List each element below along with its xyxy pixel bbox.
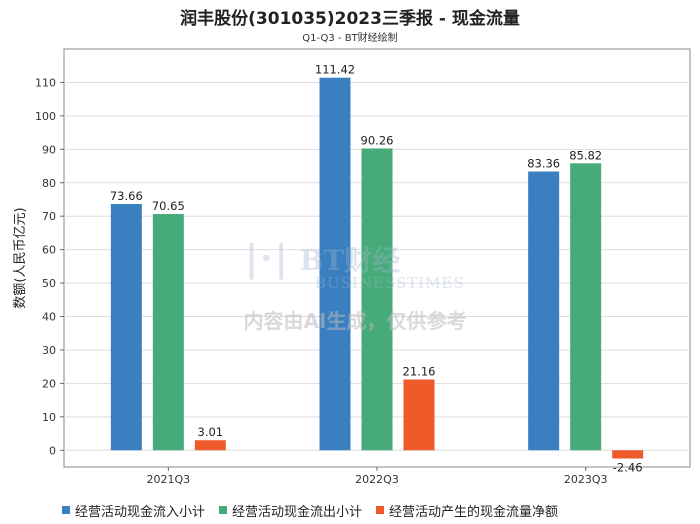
bar [194, 440, 226, 451]
legend-label: 经营活动产生的现金流量净额 [389, 504, 559, 520]
data-label: -2.46 [613, 461, 643, 475]
x-tick-label: 2021Q3 [147, 473, 191, 486]
data-label: 90.26 [361, 133, 394, 147]
legend-label: 经营活动现金流出小计 [232, 504, 363, 520]
legend-label: 经营活动现金流入小计 [75, 504, 206, 520]
bar [319, 77, 351, 451]
y-tick-label: 40 [42, 311, 56, 324]
y-tick-label: 10 [42, 411, 56, 424]
legend-item: 经营活动现金流入小计 [62, 501, 205, 520]
legend-item: 经营活动产生的现金流量净额 [376, 501, 558, 520]
bar [528, 171, 560, 451]
bar [110, 203, 142, 451]
y-tick-label: 50 [42, 277, 56, 290]
y-tick-label: 100 [35, 110, 56, 123]
data-label: 73.66 [110, 189, 143, 203]
y-tick-label: 0 [49, 444, 56, 457]
x-tick-label: 2022Q3 [355, 473, 399, 486]
y-tick-label: 80 [42, 177, 56, 190]
data-label: 83.36 [527, 157, 560, 171]
chart-subtitle: Q1-Q3 - BT财经绘制 [302, 33, 398, 44]
data-label: 85.82 [569, 148, 602, 162]
bar [403, 379, 435, 451]
data-label: 70.65 [152, 199, 185, 213]
bar [570, 163, 602, 451]
chart-legend: 经营活动现金流入小计 经营活动现金流出小计 经营活动产生的现金流量净额 [62, 500, 558, 520]
y-tick-label: 30 [42, 344, 56, 357]
y-tick-label: 70 [42, 210, 56, 223]
y-axis-label: 数额(人民币亿元) [13, 207, 28, 308]
data-label: 111.42 [315, 63, 355, 77]
legend-swatch [376, 506, 385, 514]
y-tick-label: 90 [42, 143, 56, 156]
legend-swatch [62, 506, 70, 514]
y-tick-label: 60 [42, 244, 56, 257]
bar [361, 148, 393, 451]
chart-title: 润丰股份(301035)2023三季报 - 现金流量 [180, 9, 520, 29]
y-tick-label: 20 [42, 377, 56, 390]
data-label: 21.16 [403, 365, 436, 379]
x-tick-label: 2023Q3 [564, 473, 608, 486]
bar [152, 214, 184, 451]
legend-item: 经营活动现金流出小计 [219, 501, 362, 520]
y-tick-label: 110 [35, 76, 56, 89]
bar [612, 450, 644, 459]
data-label: 3.01 [198, 425, 224, 439]
legend-swatch [219, 506, 228, 514]
